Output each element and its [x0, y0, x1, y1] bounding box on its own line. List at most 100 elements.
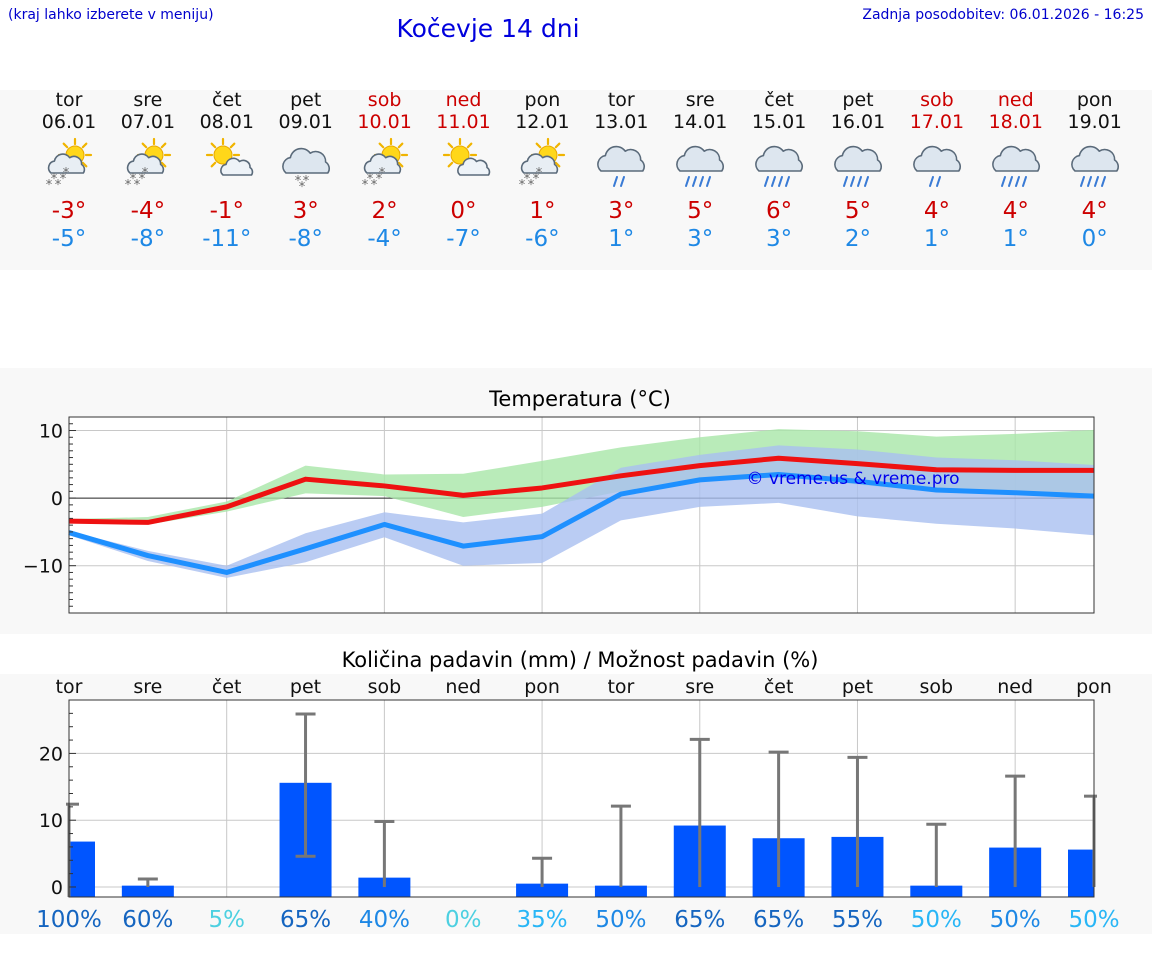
last-updated: Zadnja posodobitev: 06.01.2026 - 16:25	[862, 7, 1144, 23]
plot-frame	[68, 416, 1095, 614]
x-category-label: sre	[133, 676, 162, 698]
day-date: 15.01	[751, 111, 807, 133]
min-temperature: 3°	[687, 226, 714, 252]
max-temperature: 0°	[450, 198, 477, 224]
max-temperature-line	[68, 455, 1094, 525]
max-temperature: 4°	[1002, 198, 1029, 224]
max-temperature: 5°	[687, 198, 714, 224]
svg-text:*: *	[528, 178, 535, 193]
x-category-label: tor	[607, 676, 634, 698]
day-name: čet	[212, 89, 242, 111]
day-column: pet 16.01 5° 2°	[818, 89, 898, 253]
x-category-label: pet	[842, 676, 873, 698]
y-tick-label: 10	[39, 421, 63, 443]
svg-text:*: *	[370, 178, 377, 193]
day-column: sob 17.01 4° 1°	[897, 89, 977, 253]
max-temperature: 4°	[1081, 198, 1108, 224]
x-category-label: sob	[920, 676, 954, 698]
precipitation-probability: 50%	[990, 907, 1041, 933]
min-temperature: -8°	[130, 226, 166, 252]
svg-text:*: *	[51, 172, 58, 187]
day-date: 07.01	[120, 111, 176, 133]
cloud-heavy-rain-icon	[1070, 145, 1119, 187]
cloud-rain-icon	[597, 145, 646, 187]
sun-cloud-icon	[442, 137, 490, 176]
y-tick-label: 0	[51, 877, 63, 899]
day-name: sre	[685, 89, 715, 111]
sun-cloud-snow-icon: * ****	[125, 137, 171, 193]
precipitation-bar	[358, 877, 411, 897]
min-temperature: -7°	[446, 226, 481, 252]
day-name: sob	[367, 89, 402, 111]
day-date: 08.01	[199, 111, 254, 133]
precipitation-probability: 35%	[517, 907, 568, 933]
cloud-heavy-rain-icon	[755, 145, 804, 187]
precipitation-probability: 50%	[595, 907, 646, 933]
max-temperature: 6°	[766, 198, 793, 224]
day-name: sre	[133, 89, 163, 111]
day-name: pet	[290, 89, 322, 111]
svg-text:*: *	[46, 178, 53, 193]
day-column: sre 07.01 * * * * * -4° -8°	[108, 89, 188, 253]
sun-cloud-snow-icon: * ****	[46, 137, 93, 193]
min-temperature: 0°	[1081, 226, 1108, 252]
precipitation-bar	[594, 885, 647, 897]
max-temperature: 1°	[529, 198, 556, 224]
day-column: tor 13.01 3° 1°	[581, 89, 661, 253]
day-name: pon	[524, 89, 561, 111]
day-name: tor	[607, 89, 635, 111]
max-temperature: -4°	[130, 198, 166, 224]
cloud-rain-icon	[913, 145, 961, 187]
cloud-heavy-rain-icon	[676, 145, 725, 187]
precipitation-probability: 0%	[445, 907, 482, 933]
precipitation-probability: 65%	[753, 907, 804, 933]
max-temperature: 2°	[371, 198, 398, 224]
day-name: pon	[1076, 89, 1113, 111]
precipitation-bar	[910, 885, 963, 897]
day-column: pon 12.01 * * * * * 1° -6°	[502, 89, 582, 253]
min-temperature: 1°	[923, 226, 950, 252]
x-category-label: ned	[997, 676, 1033, 698]
svg-text:*: *	[361, 178, 368, 193]
sun-cloud-snow-icon: * ****	[519, 137, 566, 193]
max-temperature: -3°	[51, 198, 87, 224]
page-title: Kočevje 14 dni	[396, 14, 580, 43]
min-temperature-line	[68, 471, 1095, 575]
day-column: pet 09.01 * * * 3° -8°	[266, 89, 346, 253]
precipitation-probability: 100%	[36, 907, 102, 933]
plot-area	[69, 700, 1094, 897]
precipitation-probability: 55%	[832, 907, 883, 933]
day-name: tor	[55, 89, 83, 111]
sun-cloud-snow-icon: * ****	[361, 137, 408, 193]
day-name: čet	[764, 89, 794, 111]
min-temperature: 3°	[766, 226, 793, 252]
forecast-band	[0, 90, 1152, 270]
location-hint[interactable]: (kraj lahko izberete v meniju)	[8, 7, 214, 23]
day-name: sob	[920, 89, 954, 111]
min-temperature: -5°	[51, 226, 87, 252]
precipitation-bar	[1068, 849, 1094, 897]
temperature-chart-title: Temperatura (°C)	[489, 387, 671, 411]
day-column: ned 18.01 4° 1°	[976, 89, 1056, 253]
precipitation-probability: 50%	[911, 907, 962, 933]
svg-text:*: *	[134, 178, 141, 193]
day-column: sre 14.01 5° 3°	[660, 89, 740, 253]
x-category-label: čet	[212, 676, 242, 698]
svg-text:*: *	[366, 172, 373, 187]
precipitation-bar	[121, 885, 174, 897]
svg-text:*: *	[519, 178, 526, 193]
svg-text:*: *	[298, 180, 305, 195]
precipitation-bar	[516, 883, 569, 897]
precipitation-probability: 50%	[1068, 907, 1119, 933]
x-category-label: ned	[445, 676, 481, 698]
day-date: 18.01	[988, 111, 1043, 133]
day-name: ned	[445, 89, 482, 111]
y-tick-label: 10	[39, 810, 63, 832]
x-category-label: pet	[290, 676, 321, 698]
cloud-heavy-rain-icon	[834, 145, 883, 187]
cloud-snow-icon: * **	[281, 147, 330, 195]
day-column: pon 19.01 4° 0°	[1055, 89, 1135, 253]
day-date: 12.01	[515, 111, 570, 133]
day-date: 16.01	[830, 111, 886, 133]
svg-text:*: *	[139, 172, 146, 187]
